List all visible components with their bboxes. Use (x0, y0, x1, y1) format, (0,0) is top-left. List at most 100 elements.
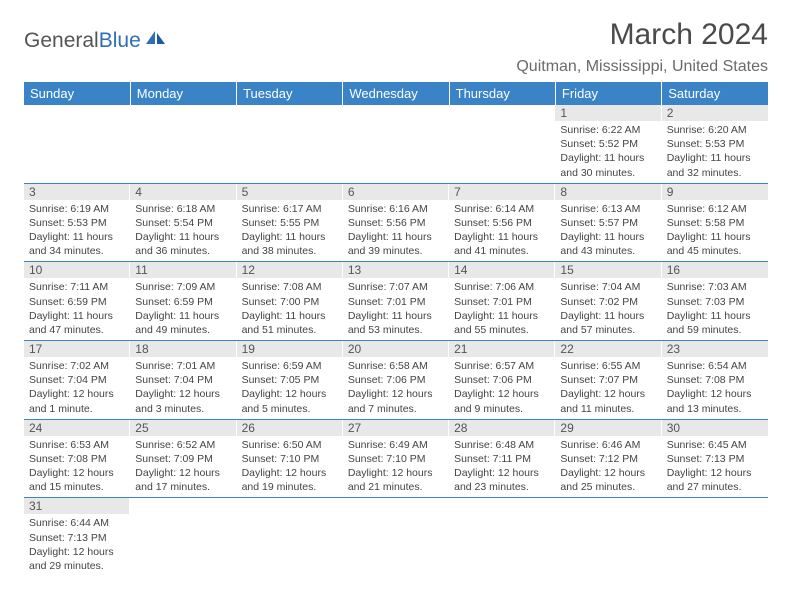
calendar-header-row: SundayMondayTuesdayWednesdayThursdayFrid… (24, 82, 768, 105)
location: Quitman, Mississippi, United States (516, 58, 768, 76)
calendar-day-cell: 13Sunrise: 7:07 AMSunset: 7:01 PMDayligh… (343, 262, 449, 341)
day-details: Sunrise: 6:22 AMSunset: 5:52 PMDaylight:… (555, 121, 661, 183)
day-details: Sunrise: 6:50 AMSunset: 7:10 PMDaylight:… (237, 436, 343, 498)
calendar-day-cell: 28Sunrise: 6:48 AMSunset: 7:11 PMDayligh… (449, 419, 555, 498)
calendar-day-cell (237, 498, 343, 576)
calendar-day-cell: 27Sunrise: 6:49 AMSunset: 7:10 PMDayligh… (343, 419, 449, 498)
calendar-day-cell: 11Sunrise: 7:09 AMSunset: 6:59 PMDayligh… (130, 262, 236, 341)
calendar-day-cell: 26Sunrise: 6:50 AMSunset: 7:10 PMDayligh… (237, 419, 343, 498)
daylight: Daylight: 12 hours and 23 minutes. (454, 466, 550, 494)
sunset: Sunset: 7:01 PM (454, 295, 550, 309)
day-details: Sunrise: 6:59 AMSunset: 7:05 PMDaylight:… (237, 357, 343, 419)
day-details: Sunrise: 6:13 AMSunset: 5:57 PMDaylight:… (555, 200, 661, 262)
sunset: Sunset: 5:56 PM (348, 216, 444, 230)
calendar-day-cell (130, 498, 236, 576)
logo-sail-icon (145, 28, 167, 52)
day-details: Sunrise: 6:49 AMSunset: 7:10 PMDaylight:… (343, 436, 449, 498)
calendar-day-cell (555, 498, 661, 576)
daylight: Daylight: 12 hours and 3 minutes. (135, 387, 231, 415)
sunset: Sunset: 7:07 PM (560, 373, 656, 387)
daylight: Daylight: 12 hours and 17 minutes. (135, 466, 231, 494)
calendar-table: SundayMondayTuesdayWednesdayThursdayFrid… (24, 82, 768, 576)
sunset: Sunset: 7:02 PM (560, 295, 656, 309)
day-number: 19 (237, 341, 343, 357)
day-number: 20 (343, 341, 449, 357)
calendar-day-cell: 22Sunrise: 6:55 AMSunset: 7:07 PMDayligh… (555, 341, 661, 420)
day-details: Sunrise: 7:06 AMSunset: 7:01 PMDaylight:… (449, 278, 555, 340)
daylight: Daylight: 11 hours and 59 minutes. (667, 309, 763, 337)
daylight: Daylight: 12 hours and 29 minutes. (29, 545, 125, 573)
sunset: Sunset: 5:57 PM (560, 216, 656, 230)
sunrise: Sunrise: 6:44 AM (29, 516, 125, 530)
day-number: 5 (237, 184, 343, 200)
day-number: 11 (130, 262, 236, 278)
sunrise: Sunrise: 6:52 AM (135, 438, 231, 452)
sunrise: Sunrise: 6:46 AM (560, 438, 656, 452)
sunset: Sunset: 7:04 PM (29, 373, 125, 387)
calendar-week-row: 24Sunrise: 6:53 AMSunset: 7:08 PMDayligh… (24, 419, 768, 498)
daylight: Daylight: 12 hours and 25 minutes. (560, 466, 656, 494)
day-number: 8 (555, 184, 661, 200)
sunrise: Sunrise: 6:50 AM (242, 438, 338, 452)
day-details: Sunrise: 7:07 AMSunset: 7:01 PMDaylight:… (343, 278, 449, 340)
daylight: Daylight: 12 hours and 9 minutes. (454, 387, 550, 415)
day-details: Sunrise: 7:04 AMSunset: 7:02 PMDaylight:… (555, 278, 661, 340)
day-number: 6 (343, 184, 449, 200)
calendar-day-cell: 9Sunrise: 6:12 AMSunset: 5:58 PMDaylight… (662, 183, 768, 262)
calendar-day-cell (449, 105, 555, 183)
sunset: Sunset: 5:53 PM (29, 216, 125, 230)
sunset: Sunset: 7:08 PM (29, 452, 125, 466)
sunrise: Sunrise: 6:22 AM (560, 123, 656, 137)
sunrise: Sunrise: 7:09 AM (135, 280, 231, 294)
sunset: Sunset: 7:03 PM (667, 295, 763, 309)
calendar-body: 1Sunrise: 6:22 AMSunset: 5:52 PMDaylight… (24, 105, 768, 576)
day-details: Sunrise: 6:45 AMSunset: 7:13 PMDaylight:… (662, 436, 768, 498)
sunset: Sunset: 5:53 PM (667, 137, 763, 151)
sunrise: Sunrise: 6:59 AM (242, 359, 338, 373)
sunrise: Sunrise: 6:19 AM (29, 202, 125, 216)
calendar-day-cell: 12Sunrise: 7:08 AMSunset: 7:00 PMDayligh… (237, 262, 343, 341)
daylight: Daylight: 11 hours and 53 minutes. (348, 309, 444, 337)
daylight: Daylight: 11 hours and 51 minutes. (242, 309, 338, 337)
daylight: Daylight: 11 hours and 49 minutes. (135, 309, 231, 337)
sunrise: Sunrise: 7:06 AM (454, 280, 550, 294)
sunrise: Sunrise: 6:55 AM (560, 359, 656, 373)
daylight: Daylight: 11 hours and 39 minutes. (348, 230, 444, 258)
day-number: 10 (24, 262, 130, 278)
weekday-header: Thursday (449, 82, 555, 105)
calendar-day-cell: 15Sunrise: 7:04 AMSunset: 7:02 PMDayligh… (555, 262, 661, 341)
day-details: Sunrise: 6:46 AMSunset: 7:12 PMDaylight:… (555, 436, 661, 498)
calendar-day-cell: 21Sunrise: 6:57 AMSunset: 7:06 PMDayligh… (449, 341, 555, 420)
day-number: 25 (130, 420, 236, 436)
daylight: Daylight: 11 hours and 43 minutes. (560, 230, 656, 258)
day-number: 27 (343, 420, 449, 436)
day-details: Sunrise: 6:44 AMSunset: 7:13 PMDaylight:… (24, 514, 130, 576)
sunrise: Sunrise: 6:53 AM (29, 438, 125, 452)
day-details: Sunrise: 6:20 AMSunset: 5:53 PMDaylight:… (662, 121, 768, 183)
calendar-day-cell: 10Sunrise: 7:11 AMSunset: 6:59 PMDayligh… (24, 262, 130, 341)
calendar-day-cell: 6Sunrise: 6:16 AMSunset: 5:56 PMDaylight… (343, 183, 449, 262)
calendar-week-row: 31Sunrise: 6:44 AMSunset: 7:13 PMDayligh… (24, 498, 768, 576)
calendar-day-cell: 20Sunrise: 6:58 AMSunset: 7:06 PMDayligh… (343, 341, 449, 420)
day-number: 18 (130, 341, 236, 357)
calendar-day-cell (130, 105, 236, 183)
daylight: Daylight: 12 hours and 13 minutes. (667, 387, 763, 415)
sunrise: Sunrise: 6:18 AM (135, 202, 231, 216)
header: GeneralBlue March 2024 Quitman, Mississi… (24, 18, 768, 76)
day-number: 31 (24, 498, 130, 514)
logo-text-general: General (24, 29, 99, 53)
weekday-header: Sunday (24, 82, 130, 105)
day-details: Sunrise: 6:55 AMSunset: 7:07 PMDaylight:… (555, 357, 661, 419)
calendar-day-cell: 3Sunrise: 6:19 AMSunset: 5:53 PMDaylight… (24, 183, 130, 262)
day-number: 1 (555, 105, 661, 121)
daylight: Daylight: 12 hours and 7 minutes. (348, 387, 444, 415)
day-details: Sunrise: 6:12 AMSunset: 5:58 PMDaylight:… (662, 200, 768, 262)
sunrise: Sunrise: 6:57 AM (454, 359, 550, 373)
weekday-header: Saturday (662, 82, 768, 105)
sunrise: Sunrise: 6:49 AM (348, 438, 444, 452)
daylight: Daylight: 11 hours and 34 minutes. (29, 230, 125, 258)
sunset: Sunset: 7:05 PM (242, 373, 338, 387)
sunrise: Sunrise: 7:01 AM (135, 359, 231, 373)
sunrise: Sunrise: 7:07 AM (348, 280, 444, 294)
calendar-week-row: 1Sunrise: 6:22 AMSunset: 5:52 PMDaylight… (24, 105, 768, 183)
